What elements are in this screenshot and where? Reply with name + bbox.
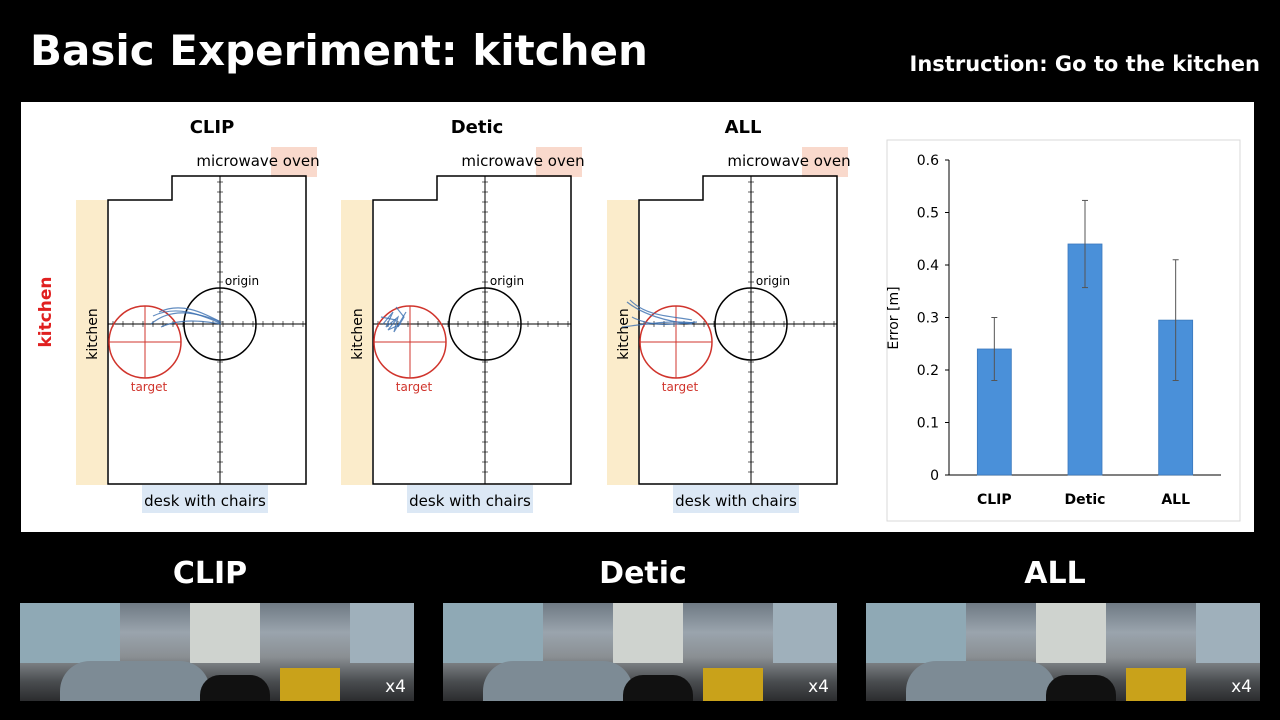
robot-trajectory [158, 307, 220, 322]
robot-trajectory [395, 306, 405, 328]
room-outline [107, 175, 307, 485]
playback-speed: x4 [385, 677, 406, 697]
y-tick-label: 0.3 [917, 311, 939, 327]
desk-region [673, 485, 799, 513]
microwave-region [271, 147, 317, 177]
kitchen-label: kitchen [350, 308, 366, 360]
desk-label: desk with chairs [409, 492, 531, 510]
robot-trajectory [150, 312, 222, 325]
x-category-label: ALL [1161, 492, 1190, 508]
origin-label: origin [756, 274, 790, 288]
map-title: CLIP [190, 117, 235, 138]
camera-title-all: ALL [1024, 556, 1086, 591]
row-label: kitchen [36, 276, 56, 347]
trajectory-map-all: ALL microwave oven desk with chairs kitchen… [607, 117, 851, 513]
camera-view-detic: x4 [443, 603, 837, 701]
y-tick-label: 0.2 [917, 363, 939, 379]
camera-title-clip: CLIP [172, 556, 248, 591]
y-axis-label: Error [m] [886, 286, 902, 349]
robot-trajectory [380, 316, 402, 331]
desk-label: desk with chairs [675, 492, 797, 510]
map-title: Detic [451, 117, 504, 138]
y-tick-label: 0 [930, 468, 939, 484]
microwave-label: microwave oven [196, 152, 319, 170]
origin-label: origin [225, 274, 259, 288]
map-title: ALL [725, 117, 762, 138]
kitchen-label: kitchen [616, 308, 632, 360]
robot-trajectory [621, 321, 695, 328]
robot-trajectory [152, 310, 221, 324]
target-label: target [131, 380, 168, 394]
desk-label: desk with chairs [144, 492, 266, 510]
desk-region [407, 485, 533, 513]
results-figure: kitchen CLIP microwave oven desk with chair… [36, 117, 1241, 522]
target-label: target [662, 380, 699, 394]
robot-trajectory [382, 311, 407, 333]
room-outline [638, 175, 838, 485]
results-panel: kitchen CLIP microwave oven desk with chair… [21, 102, 1254, 532]
microwave-label: microwave oven [461, 152, 584, 170]
kitchen-region [341, 200, 372, 485]
kitchen-region [607, 200, 638, 485]
camera-title-detic: Detic [599, 556, 687, 591]
microwave-region [802, 147, 848, 177]
y-tick-label: 0.1 [917, 416, 939, 432]
page-title: Basic Experiment: kitchen [30, 26, 648, 75]
instruction-text: Instruction: Go to the kitchen [909, 52, 1260, 76]
desk-region [142, 485, 268, 513]
room-outline [372, 175, 572, 485]
robot-trajectory [629, 299, 693, 321]
target-label: target [396, 380, 433, 394]
trajectory-map-detic: Detic microwave oven desk with chairs kitch… [341, 117, 585, 513]
camera-view-all: x4 [866, 603, 1260, 701]
camera-view-clip: x4 [20, 603, 414, 701]
origin-circle [448, 287, 522, 361]
robot-trajectory [631, 316, 698, 325]
kitchen-region [76, 200, 107, 485]
origin-label: origin [490, 274, 524, 288]
y-tick-label: 0.6 [917, 153, 939, 169]
y-tick-label: 0.4 [917, 258, 939, 274]
playback-speed: x4 [1231, 677, 1252, 697]
playback-speed: x4 [808, 677, 829, 697]
microwave-region [536, 147, 582, 177]
robot-trajectory [160, 320, 222, 328]
trajectory-map-clip: CLIP microwave oven desk with chairs kitche… [76, 117, 320, 513]
x-category-label: Detic [1065, 492, 1106, 508]
origin-circle [714, 287, 788, 361]
microwave-label: microwave oven [727, 152, 850, 170]
x-category-label: CLIP [977, 492, 1012, 508]
kitchen-label: kitchen [85, 308, 101, 360]
y-tick-label: 0.5 [917, 206, 939, 222]
origin-circle [183, 287, 257, 361]
